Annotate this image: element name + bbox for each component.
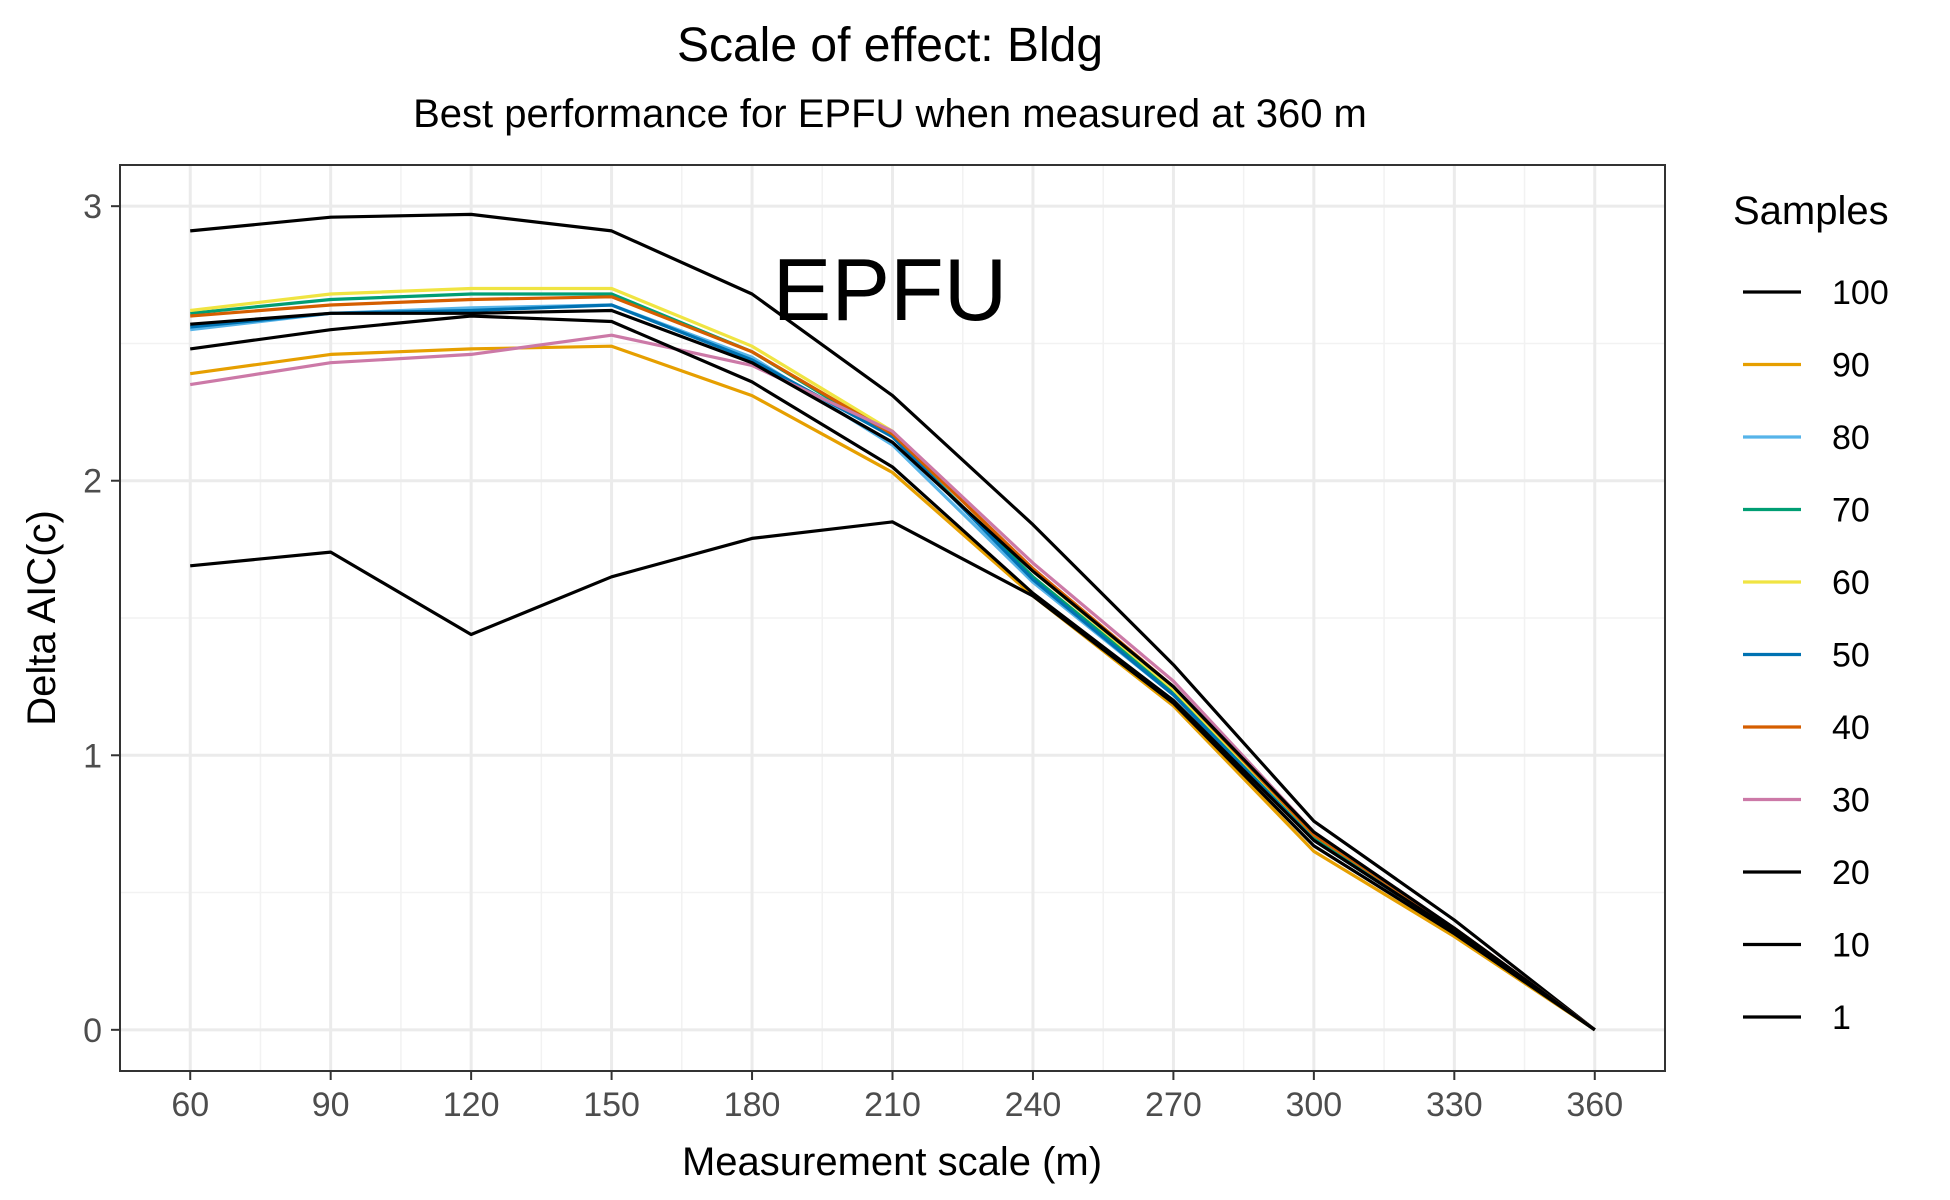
y-tick-label: 2: [83, 463, 102, 501]
legend-label-70: 70: [1832, 492, 1870, 530]
series-line-90: [189, 344, 1596, 1032]
x-tick-label: 300: [1285, 1086, 1342, 1124]
grid: [120, 165, 1665, 1071]
x-axis-label: Measurement scale (m): [682, 1140, 1102, 1184]
y-tick-label: 1: [83, 737, 102, 775]
legend-label-80: 80: [1832, 419, 1870, 457]
y-tick-label: 0: [83, 1012, 102, 1050]
legend-label-60: 60: [1832, 564, 1870, 602]
x-tick-label: 120: [443, 1086, 500, 1124]
y-tick-label: 3: [83, 188, 102, 226]
x-tick-label: 270: [1145, 1086, 1202, 1124]
legend-label-40: 40: [1832, 709, 1870, 747]
x-tick-label: 240: [1005, 1086, 1062, 1124]
legend-label-1: 1: [1832, 999, 1851, 1037]
legend-label-90: 90: [1832, 347, 1870, 385]
y-axis-label: Delta AIC(c): [20, 510, 64, 726]
x-tick-label: 210: [864, 1086, 921, 1124]
x-tick-label: 60: [171, 1086, 209, 1124]
x-tick-label: 90: [312, 1086, 350, 1124]
x-tick-label: 150: [583, 1086, 640, 1124]
legend: Samples 100 90 80 70 60 50 40 30 20 10 1: [1733, 189, 1889, 1037]
x-tick-label: 360: [1566, 1086, 1623, 1124]
legend-label-100: 100: [1832, 274, 1889, 312]
x-axis: 60 90 120 150 180 210 240 270 300 330 360: [171, 1071, 1623, 1124]
legend-label-10: 10: [1832, 927, 1870, 965]
legend-title: Samples: [1733, 189, 1889, 233]
series-lines: [189, 212, 1596, 1032]
series-line-10: [189, 314, 1596, 1032]
series-line-100: [190, 212, 1596, 1032]
legend-label-20: 20: [1832, 854, 1870, 892]
legend-label-50: 50: [1832, 637, 1870, 675]
series-line-1: [190, 520, 1596, 1032]
y-axis: 0 1 2 3: [83, 188, 120, 1050]
x-tick-label: 330: [1426, 1086, 1483, 1124]
legend-label-30: 30: [1832, 782, 1870, 820]
x-tick-label: 180: [724, 1086, 781, 1124]
chart-subtitle: Best performance for EPFU when measured …: [413, 92, 1367, 136]
series-line-20: [190, 308, 1596, 1032]
chart-annotation: EPFU: [773, 240, 1008, 339]
chart-title: Scale of effect: Bldg: [676, 19, 1104, 72]
